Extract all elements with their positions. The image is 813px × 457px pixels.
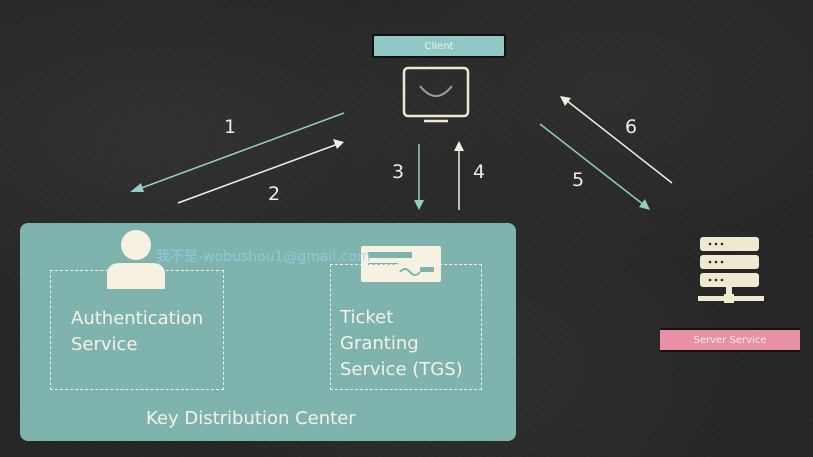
tgs-line-3: Service (TGS): [340, 359, 463, 380]
arrow-6: [560, 96, 673, 184]
auth-line-2: Service: [71, 334, 138, 355]
authentication-service-box: [50, 270, 224, 390]
arrow-2-label: 2: [268, 183, 281, 205]
watermark: 我不是-wobushou1@gmail.com: [156, 249, 371, 265]
client-label: Client: [372, 34, 506, 58]
arrow-1: [130, 112, 345, 192]
monitor-icon: [402, 66, 470, 123]
tgs-line-2: Granting: [340, 333, 419, 354]
arrow-5: [539, 123, 650, 210]
authentication-service-text: Authentication Service: [71, 306, 203, 358]
arrow-3-label: 3: [392, 161, 405, 183]
server-rack-icon: [698, 237, 764, 303]
arrow-3: [414, 144, 424, 210]
auth-line-1: Authentication: [71, 308, 204, 329]
arrow-6-label: 6: [625, 116, 638, 138]
server-service-label: Server Service: [660, 328, 800, 352]
arrow-4-label: 4: [473, 161, 486, 183]
arrow-4: [454, 141, 464, 210]
arrow-2: [177, 139, 344, 204]
tgs-text: Ticket Granting Service (TGS): [340, 305, 463, 383]
arrow-1-label: 1: [224, 116, 237, 138]
kdc-title: Key Distribution Center: [146, 408, 356, 429]
tgs-line-1: Ticket: [340, 307, 394, 328]
tgs-box: [330, 264, 482, 390]
arrow-5-label: 5: [572, 169, 585, 191]
